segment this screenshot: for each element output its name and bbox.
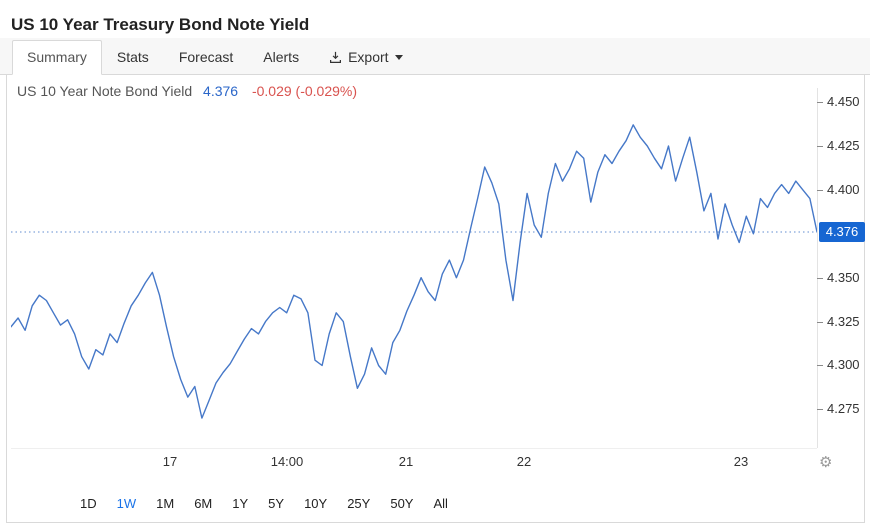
export-download-icon <box>329 51 342 64</box>
tab-export[interactable]: Export <box>314 40 417 75</box>
y-axis-label: 4.350 <box>817 270 860 285</box>
chart-panel: US 10 Year Note Bond Yield 4.376 -0.029 … <box>6 75 865 523</box>
x-axis-label: 17 <box>162 454 178 469</box>
tabbar: Summary Stats Forecast Alerts Export <box>0 38 870 75</box>
x-axis-label: 14:00 <box>270 454 304 469</box>
settings-gear-icon[interactable]: ⚙ <box>819 454 833 471</box>
x-axis-label: 23 <box>733 454 749 469</box>
price-line-chart[interactable] <box>11 88 817 448</box>
chart-plot-area[interactable] <box>11 88 817 449</box>
y-axis-label: 4.325 <box>817 314 860 329</box>
x-axis-label: 22 <box>516 454 532 469</box>
range-button-1w[interactable]: 1W <box>108 492 146 515</box>
range-button-all[interactable]: All <box>424 492 456 515</box>
range-button-50y[interactable]: 50Y <box>381 492 422 515</box>
instrument-name: US 10 Year Note Bond Yield <box>17 83 193 99</box>
tab-stats[interactable]: Stats <box>102 40 164 75</box>
instrument-header: US 10 Year Note Bond Yield 4.376 -0.029 … <box>17 83 357 99</box>
x-axis: 17 14:00 21 22 23 <box>11 454 817 470</box>
y-axis-label: 4.425 <box>817 138 860 153</box>
yield-line-series <box>11 124 817 419</box>
y-axis: 4.376 4.450 4.425 4.400 4.350 4.325 4.300 4.27… <box>817 88 865 448</box>
tab-forecast-label: Forecast <box>178 49 234 65</box>
tab-forecast[interactable]: Forecast <box>164 40 248 75</box>
range-button-1y[interactable]: 1Y <box>223 492 257 515</box>
y-axis-label: 4.275 <box>817 401 860 416</box>
range-button-1m[interactable]: 1M <box>147 492 183 515</box>
tab-summary[interactable]: Summary <box>12 40 102 75</box>
range-selector: 1D 1W 1M 6M 1Y 5Y 10Y 25Y 50Y All <box>7 484 864 522</box>
tab-stats-label: Stats <box>116 49 149 65</box>
tab-alerts-label: Alerts <box>263 49 300 65</box>
x-axis-label: 21 <box>398 454 414 469</box>
range-button-10y[interactable]: 10Y <box>295 492 336 515</box>
current-price-label: 4.376 <box>819 222 865 242</box>
y-axis-label: 4.450 <box>817 94 860 109</box>
range-button-6m[interactable]: 6M <box>185 492 221 515</box>
range-button-25y[interactable]: 25Y <box>338 492 379 515</box>
tab-summary-label: Summary <box>27 49 87 65</box>
range-button-1d[interactable]: 1D <box>71 492 106 515</box>
page-title: US 10 Year Treasury Bond Note Yield <box>11 15 310 35</box>
y-axis-label: 4.400 <box>817 182 860 197</box>
tab-alerts[interactable]: Alerts <box>248 40 314 75</box>
chevron-down-icon <box>394 54 403 60</box>
y-axis-label: 4.300 <box>817 357 860 372</box>
last-price: 4.376 <box>203 83 239 99</box>
tab-export-label: Export <box>348 49 389 65</box>
price-change: -0.029 (-0.029%) <box>251 83 358 99</box>
range-button-5y[interactable]: 5Y <box>259 492 293 515</box>
